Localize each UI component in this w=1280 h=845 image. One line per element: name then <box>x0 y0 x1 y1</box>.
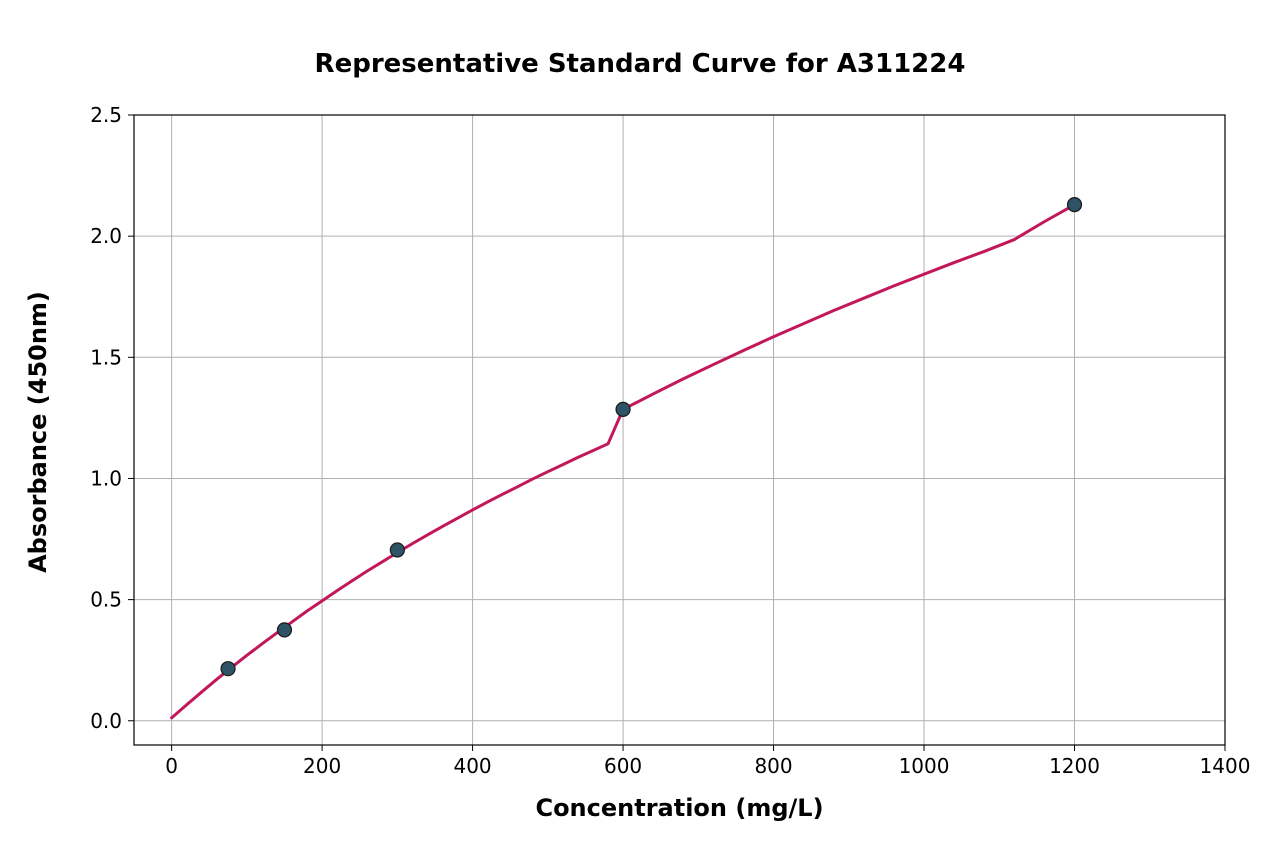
xtick-label: 400 <box>453 754 491 778</box>
plot-area-bg <box>134 115 1225 745</box>
xtick-label: 200 <box>303 754 341 778</box>
xtick-label: 800 <box>754 754 792 778</box>
data-point <box>616 402 630 416</box>
xtick-label: 1000 <box>899 754 950 778</box>
ytick-label: 2.5 <box>90 103 122 127</box>
xtick-label: 0 <box>165 754 178 778</box>
ytick-label: 1.5 <box>90 345 122 369</box>
ytick-label: 0.0 <box>90 709 122 733</box>
ytick-label: 2.0 <box>90 224 122 248</box>
data-point <box>221 662 235 676</box>
xtick-label: 1400 <box>1200 754 1251 778</box>
chart-svg: 0 200 400 600 800 1000 1200 1400 0.0 0.5 1.0 1.5 2.0… <box>0 0 1280 845</box>
chart-container: Representative Standard Curve for A31122… <box>0 0 1280 845</box>
ytick-label: 1.0 <box>90 466 122 490</box>
data-point <box>1068 198 1082 212</box>
data-point <box>390 543 404 557</box>
xtick-label: 600 <box>604 754 642 778</box>
data-point <box>277 623 291 637</box>
xtick-label: 1200 <box>1049 754 1100 778</box>
ytick-label: 0.5 <box>90 588 122 612</box>
